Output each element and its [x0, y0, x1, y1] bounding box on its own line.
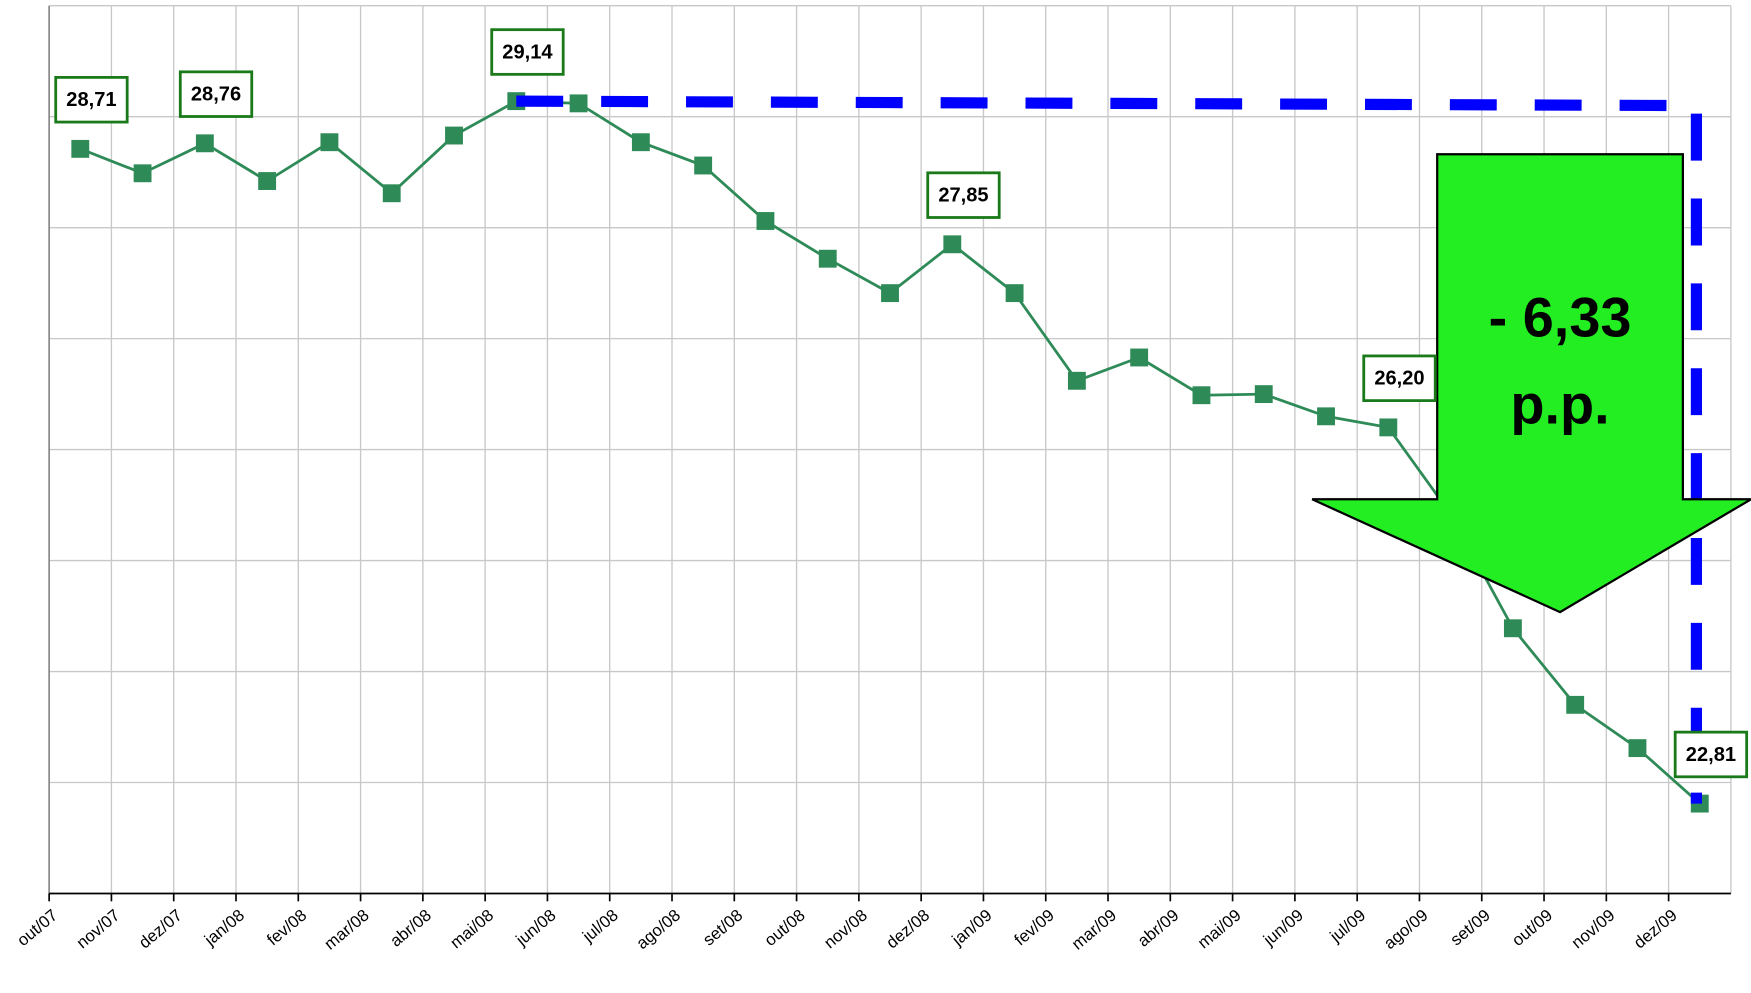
- value-label: 28,76: [191, 84, 241, 106]
- reference-line: [516, 95, 1702, 804]
- data-point: [1067, 371, 1086, 390]
- data-point: [1005, 284, 1024, 303]
- data-point: [258, 172, 277, 190]
- annotation-text: p.p.: [1510, 373, 1609, 436]
- x-tick-label: ago/08: [633, 905, 684, 952]
- value-label: 22,81: [1686, 744, 1736, 766]
- data-point: [1130, 348, 1149, 367]
- x-tick-label: mai/08: [447, 905, 498, 952]
- value-label-box: [926, 171, 1001, 219]
- data-point: [195, 134, 214, 153]
- x-tick-label: dez/07: [135, 905, 186, 952]
- x-tick-label: dez/09: [1630, 905, 1681, 952]
- data-point: [133, 164, 152, 183]
- data-point: [445, 126, 463, 145]
- data-point: [1628, 739, 1647, 758]
- data-point: [943, 235, 962, 254]
- x-tick-label: out/08: [761, 905, 809, 949]
- data-point: [71, 139, 90, 158]
- data-point: [569, 94, 588, 113]
- value-label-box: [490, 28, 565, 76]
- arrow: [1311, 153, 1751, 614]
- x-tick-label: nov/07: [73, 905, 124, 952]
- data-point: [694, 156, 713, 175]
- data-point: [631, 133, 650, 152]
- x-tick-label: out/09: [1508, 905, 1556, 949]
- x-tick-label: abr/09: [1134, 905, 1183, 950]
- x-tick-label: mar/08: [321, 905, 373, 953]
- x-tick-label: ago/09: [1380, 905, 1431, 952]
- data-point: [1566, 695, 1585, 714]
- x-tick-label: fev/09: [1011, 905, 1058, 949]
- value-label-box: [1362, 354, 1437, 402]
- data-point: [320, 133, 339, 152]
- x-tick-label: jan/09: [948, 905, 996, 950]
- x-tick-label: jul/08: [578, 905, 622, 946]
- value-label-box: [54, 75, 129, 124]
- x-tick-label: fev/08: [263, 905, 310, 949]
- value-label-box: [178, 70, 254, 118]
- data-point: [1192, 386, 1211, 405]
- x-tick-label: mar/09: [1068, 905, 1120, 953]
- data-point: [818, 249, 837, 268]
- x-tick-label: set/08: [699, 905, 746, 949]
- x-tick-label: nov/08: [820, 905, 871, 952]
- value-label: 27,85: [938, 185, 988, 207]
- x-tick-label: jun/08: [512, 905, 560, 950]
- x-tick-label: jul/09: [1326, 905, 1370, 946]
- value-label: 28,71: [66, 89, 116, 111]
- data-point: [1317, 407, 1335, 426]
- value-label: 29,14: [502, 41, 553, 63]
- data-point: [881, 284, 899, 303]
- data-point: [756, 212, 775, 230]
- x-tick-label: dez/08: [883, 905, 934, 952]
- x-tick-label: jan/08: [200, 905, 248, 950]
- x-tick-label: set/09: [1447, 905, 1494, 949]
- value-label-box: [1673, 730, 1749, 779]
- x-tick-label: out/07: [13, 905, 61, 949]
- x-tick-label: mai/09: [1194, 905, 1245, 952]
- data-point: [382, 184, 401, 203]
- data-point: [1379, 418, 1398, 437]
- x-tick-label: abr/08: [386, 905, 435, 950]
- data-point: [1503, 619, 1522, 638]
- x-tick-label: jun/09: [1259, 905, 1307, 950]
- annotation-text: - 6,33: [1489, 285, 1632, 348]
- value-label: 26,20: [1374, 368, 1424, 390]
- data-point: [1254, 385, 1273, 404]
- x-tick-label: nov/09: [1568, 905, 1619, 952]
